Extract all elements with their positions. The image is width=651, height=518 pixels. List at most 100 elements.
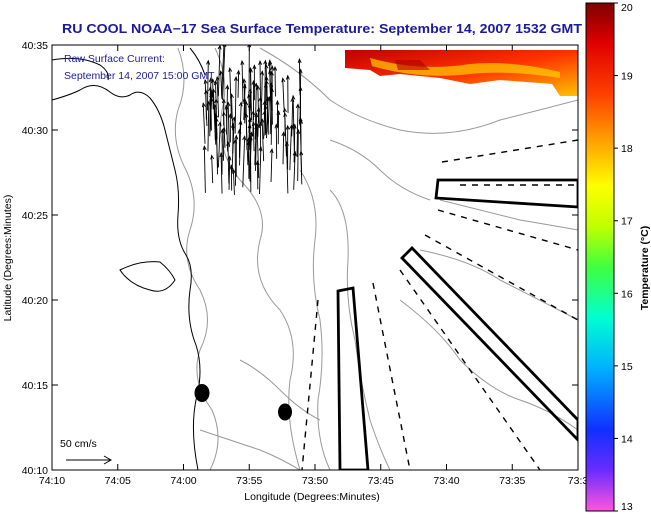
colorbar-ticks: 20 19 18 17 16 15 14 13	[614, 2, 633, 513]
colorbar: 20 19 18 17 16 15 14 13 Temperature (°C)	[585, 2, 651, 513]
current-vector	[232, 123, 234, 154]
colorbar-tick-label: 18	[621, 143, 633, 155]
station-marker-1	[194, 384, 210, 402]
current-vector	[271, 71, 273, 125]
current-vector	[212, 89, 216, 141]
current-vector-head	[283, 111, 288, 118]
current-vector-head	[210, 78, 215, 84]
current-vector-head	[240, 59, 245, 65]
current-vector	[239, 121, 242, 166]
current-vector-head	[222, 111, 227, 117]
x-tick-label: 73:50	[302, 475, 328, 487]
current-vector	[227, 142, 230, 184]
current-vector-head	[258, 121, 263, 127]
current-vector	[247, 103, 251, 163]
current-vector-head	[209, 92, 214, 98]
current-vector-head	[252, 64, 257, 70]
current-vector-head	[236, 69, 241, 75]
current-vector-head	[242, 78, 247, 84]
current-vector-head	[292, 123, 297, 129]
current-vector-head	[264, 79, 269, 85]
x-axis-label: Longitude (Degrees:Minutes)	[244, 491, 379, 503]
current-vector-head	[233, 75, 238, 81]
current-vector	[254, 83, 257, 140]
x-axis-ticks: 74:10 74:05 74:00 73:55 73:50 73:45 73:40 73:35…	[39, 45, 589, 487]
current-vector-head	[217, 121, 222, 127]
current-vector-head	[295, 103, 300, 109]
current-vector-head	[275, 99, 280, 105]
current-vector-head	[242, 135, 247, 141]
current-vector	[293, 124, 296, 163]
current-vector-head	[264, 75, 269, 81]
current-vector-head	[211, 88, 216, 94]
x-tick-label: 73:3	[568, 475, 589, 487]
current-vector	[203, 146, 206, 193]
current-vector-head	[258, 59, 263, 66]
current-vector-head	[285, 74, 290, 80]
y-tick-label: 40:15	[22, 380, 48, 392]
current-annotation-line1: Raw Surface Current:	[64, 53, 165, 65]
y-tick-label: 40:35	[22, 40, 48, 52]
current-vector	[242, 136, 246, 188]
current-vector	[229, 68, 232, 119]
current-vector	[231, 94, 234, 131]
current-vector	[252, 122, 255, 152]
current-vector	[292, 95, 295, 130]
current-vector	[206, 60, 209, 111]
current-vector-head	[263, 59, 268, 65]
station-marker-2	[278, 403, 292, 421]
current-vector	[222, 45, 226, 101]
current-vector	[269, 70, 271, 96]
current-vector	[254, 113, 258, 166]
current-vector-head	[282, 107, 287, 113]
current-vector	[259, 147, 262, 195]
current-vector	[298, 59, 301, 96]
x-tick-label: 73:35	[499, 475, 525, 487]
current-vector	[227, 102, 230, 148]
colorbar-label: Temperature (°C)	[639, 226, 651, 311]
colorbar-tick-label: 15	[621, 361, 633, 373]
colorbar-gradient	[585, 2, 615, 512]
current-vector-head	[281, 131, 286, 137]
current-vector-head	[238, 101, 243, 107]
current-vector-head	[254, 124, 259, 130]
current-vector-head	[270, 65, 275, 71]
current-vector-head	[219, 70, 224, 76]
current-vector-head	[226, 101, 231, 107]
current-vector	[234, 77, 237, 134]
x-tick-label: 74:00	[170, 475, 196, 487]
coastline	[52, 47, 206, 470]
survey-boxes	[336, 178, 578, 470]
current-vector-head	[284, 140, 289, 147]
current-vector-head	[217, 45, 222, 50]
current-vector	[284, 113, 287, 157]
current-vector	[245, 113, 249, 166]
current-vector-head	[260, 70, 264, 76]
current-vector-head	[228, 66, 233, 73]
current-vector	[216, 77, 220, 118]
current-vector-head	[229, 164, 234, 170]
current-vector	[225, 105, 229, 152]
current-vector-head	[214, 98, 219, 104]
current-vector	[249, 67, 252, 121]
scale-label: 50 cm/s	[60, 438, 97, 450]
x-tick-label: 73:45	[368, 475, 394, 487]
current-vector	[255, 125, 258, 171]
current-vector	[211, 155, 214, 184]
current-vector	[264, 60, 266, 110]
current-vector	[300, 151, 303, 185]
current-vector-head	[230, 122, 235, 128]
current-vector-head	[273, 65, 278, 71]
current-vector-head	[269, 70, 274, 76]
current-vector	[228, 156, 231, 190]
x-tick-label: 74:05	[105, 475, 131, 487]
y-axis-label: Latitude (Degrees:Minutes)	[2, 195, 14, 322]
y-tick-label: 40:10	[22, 465, 48, 477]
current-vector-head	[248, 66, 253, 72]
current-vector-head	[256, 84, 261, 90]
current-vector-head	[269, 147, 274, 154]
current-vector-head	[265, 96, 270, 102]
y-tick-label: 40:30	[22, 125, 48, 137]
current-vector-head	[254, 82, 259, 88]
